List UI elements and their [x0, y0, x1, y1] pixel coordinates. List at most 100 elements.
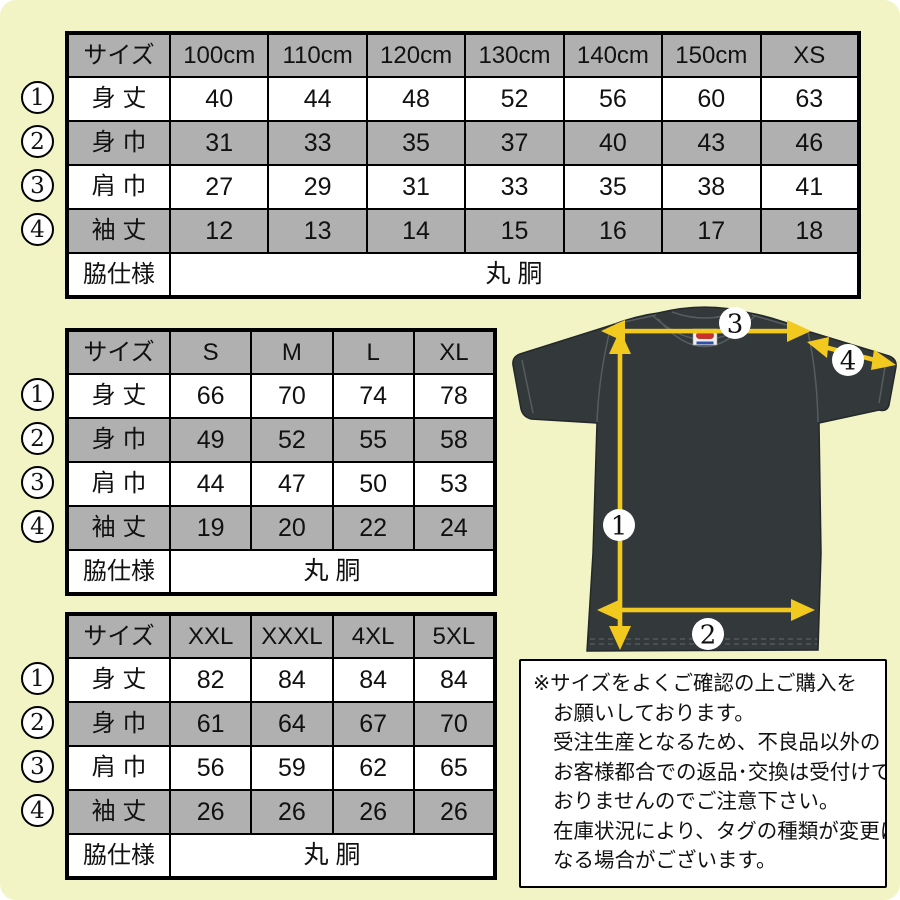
measure-value-cell: 14: [365, 208, 467, 254]
measure-value-cell: 31: [168, 120, 270, 166]
measure-value-cell: 53: [412, 461, 497, 507]
measure-row-label: 袖 丈: [66, 505, 171, 551]
size-column-header: 120cm: [365, 32, 467, 78]
marker-digit-2: 2: [700, 621, 717, 651]
measure-value-cell: 26: [412, 789, 497, 835]
measure-value-cell: 12: [168, 208, 270, 254]
row-marker-circle-1: 1: [21, 81, 54, 114]
marker-digit-4: 4: [840, 347, 857, 377]
measure-value-cell: 35: [365, 120, 467, 166]
measure-row-label: 肩 巾: [66, 461, 171, 507]
measure-row-label: 身 丈: [66, 373, 171, 419]
hem-stitch: [590, 638, 817, 645]
measure-row-label: 身 丈: [66, 657, 171, 703]
measure-value-cell: 26: [331, 789, 415, 835]
row-marker-circle-1: 1: [21, 662, 54, 695]
measure-value-cell: 63: [759, 76, 861, 122]
measure-value-cell: 29: [267, 164, 368, 210]
measure-row-label: 身 丈: [66, 76, 171, 122]
measure-row-label: 袖 丈: [66, 789, 171, 835]
measure-value-cell: 40: [562, 120, 664, 166]
measure-value-cell: 84: [331, 657, 415, 703]
size-column-header: 110cm: [267, 32, 368, 78]
measure-value-cell: 44: [168, 461, 253, 507]
measure-value-cell: 33: [464, 164, 565, 210]
measure-value-cell: 46: [759, 120, 861, 166]
notice-line: 受注生産となるため、不良品以外の: [553, 731, 881, 754]
measure-value-cell: 37: [464, 120, 565, 166]
side-spec-value: 丸 胴: [169, 252, 860, 298]
body-length-arrow: [609, 330, 631, 650]
size-column-header: XXL: [168, 613, 253, 659]
row-marker-circle-2: 2: [21, 125, 54, 158]
size-table-kids: サイズ 100cm 110cm 120cm 130cm 140cm 150cm XS 身 丈 40…: [65, 31, 861, 299]
row-marker-circle-4: 4: [21, 213, 54, 246]
size-header-label: サイズ: [66, 32, 171, 78]
measure-row-label: 身 巾: [66, 701, 171, 747]
size-column-header: 150cm: [661, 32, 762, 78]
measure-value-cell: 59: [250, 745, 334, 791]
measure-value-cell: 35: [562, 164, 664, 210]
notice-line: 在庫状況により、タグの種類が変更に: [553, 819, 887, 843]
measure-value-cell: 15: [464, 208, 565, 254]
measure-row-label: 肩 巾: [66, 164, 171, 210]
side-spec-label: 脇仕様: [66, 833, 171, 879]
row-marker-circle-2: 2: [21, 706, 54, 739]
size-column-header: XS: [759, 32, 861, 78]
measure-row-label: 身 巾: [66, 120, 171, 166]
body-width-arrow: [597, 599, 815, 621]
tshirt-icon: [512, 306, 897, 652]
measure-value-cell: 65: [412, 745, 497, 791]
side-spec-label: 脇仕様: [66, 549, 171, 595]
row-marker-circle-4: 4: [21, 510, 54, 543]
size-column-header: XL: [412, 329, 497, 375]
measure-value-cell: 27: [168, 164, 270, 210]
side-spec-label: 脇仕様: [66, 252, 171, 298]
marker-circle-1: [603, 509, 635, 541]
marker-circle-2: [692, 618, 724, 650]
measure-value-cell: 61: [168, 701, 253, 747]
size-header-label: サイズ: [66, 329, 171, 375]
measure-value-cell: 48: [365, 76, 467, 122]
measure-value-cell: 40: [168, 76, 270, 122]
size-column-header: 140cm: [562, 32, 664, 78]
measure-value-cell: 33: [267, 120, 368, 166]
measure-value-cell: 50: [331, 461, 415, 507]
measure-value-cell: 52: [464, 76, 565, 122]
notice-line: ※サイズをよくご確認の上ご購入を: [533, 672, 858, 695]
measurement-arrows: [597, 320, 896, 650]
measure-value-cell: 56: [562, 76, 664, 122]
measure-value-cell: 52: [250, 417, 334, 463]
measure-row-label: 肩 巾: [66, 745, 171, 791]
diagram-markers: 3 4 1 2: [603, 307, 864, 651]
notice-line: なる場合がございます。: [553, 849, 777, 872]
measure-value-cell: 47: [250, 461, 334, 507]
marker-digit-3: 3: [727, 310, 744, 340]
measure-value-cell: 74: [331, 373, 415, 419]
measure-value-cell: 26: [168, 789, 253, 835]
measure-value-cell: 26: [250, 789, 334, 835]
measure-value-cell: 38: [661, 164, 762, 210]
measure-value-cell: 64: [250, 701, 334, 747]
measure-value-cell: 20: [250, 505, 334, 551]
size-column-header: 5XL: [412, 613, 497, 659]
row-marker-circle-2: 2: [21, 422, 54, 455]
measure-value-cell: 44: [267, 76, 368, 122]
measure-value-cell: 84: [250, 657, 334, 703]
size-column-header: 130cm: [464, 32, 565, 78]
measure-row-label: 袖 丈: [66, 208, 171, 254]
measure-value-cell: 18: [759, 208, 861, 254]
size-column-header: M: [250, 329, 334, 375]
row-marker-circle-3: 3: [21, 750, 54, 783]
measure-value-cell: 22: [331, 505, 415, 551]
measure-value-cell: 17: [661, 208, 762, 254]
measure-value-cell: 70: [250, 373, 334, 419]
size-header-label: サイズ: [66, 613, 171, 659]
measure-value-cell: 82: [168, 657, 253, 703]
row-marker-circle-3: 3: [21, 169, 54, 202]
measure-value-cell: 66: [168, 373, 253, 419]
measure-value-cell: 49: [168, 417, 253, 463]
size-table-kids-host: サイズ 100cm 110cm 120cm 130cm 140cm 150cm XS 身 丈 40…: [65, 31, 861, 299]
measure-value-cell: 41: [759, 164, 861, 210]
size-table-s-xl: サイズ S M L XL 身 丈 66 70 74 78 身 巾 49 52 55 58 肩 巾 44 47 50 5…: [65, 328, 497, 596]
